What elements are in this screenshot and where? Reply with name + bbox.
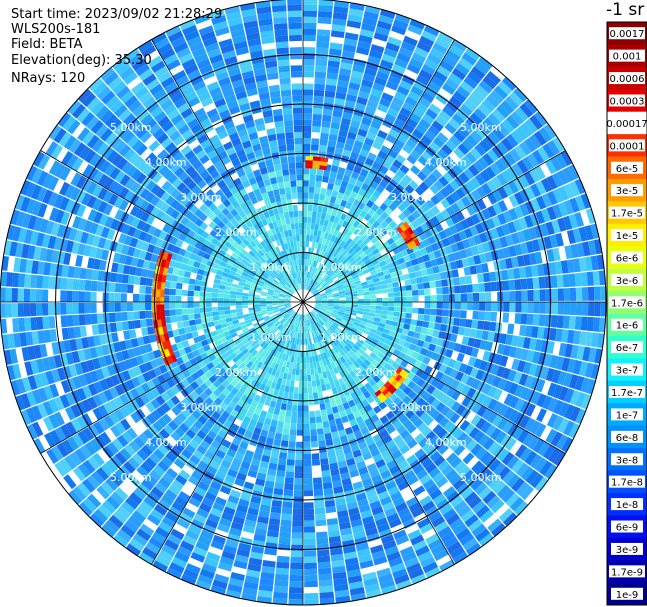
- spoke: [40, 150, 304, 303]
- spoke: [40, 301, 304, 454]
- ring-label: 4.00km: [425, 156, 467, 169]
- ring-label: 4.00km: [425, 436, 467, 449]
- field-label: Field: BETA: [11, 37, 83, 52]
- ring-label: 1.00km: [250, 331, 292, 344]
- start-time-label: Start time: 2023/09/02 21:28:29: [11, 7, 223, 22]
- spokes: [0, 0, 606, 605]
- instrument-label: WLS200s-181: [11, 22, 101, 37]
- ring-label: 3.00km: [180, 191, 222, 204]
- ring-label: 1.00km: [250, 261, 292, 274]
- ring-label: 3.00km: [390, 401, 432, 414]
- spoke: [151, 301, 304, 565]
- ring-label: 4.00km: [145, 156, 187, 169]
- colorbar-unit: -1 sr: [606, 0, 645, 20]
- ring-label: 5.00km: [460, 471, 502, 484]
- spoke: [151, 39, 304, 303]
- ring-label: 5.00km: [110, 471, 152, 484]
- ring-label: 3.00km: [180, 401, 222, 414]
- ring-label: 5.00km: [110, 121, 152, 134]
- spoke: [302, 150, 566, 303]
- ring-label: 3.00km: [390, 191, 432, 204]
- ring-label: 4.00km: [145, 436, 187, 449]
- ring-labels: 1.00km 1.00km 1.00km 1.00km 2.00km 2.00km 2.00…: [110, 121, 502, 484]
- ring-label: 1.00km: [320, 261, 362, 274]
- ring-label: 5.00km: [460, 121, 502, 134]
- ring-label: 2.00km: [355, 226, 397, 239]
- ring-label: 2.00km: [215, 366, 257, 379]
- data-field: [0, 0, 606, 605]
- ring-label: 2.00km: [355, 366, 397, 379]
- nrays-label: NRays: 120: [11, 71, 86, 86]
- elevation-label: Elevation(deg): 35.30: [11, 53, 152, 68]
- spoke: [302, 39, 455, 303]
- ring-label: 1.00km: [320, 331, 362, 344]
- ring-label: 2.00km: [215, 226, 257, 239]
- spoke: [302, 301, 566, 454]
- spoke: [302, 301, 455, 565]
